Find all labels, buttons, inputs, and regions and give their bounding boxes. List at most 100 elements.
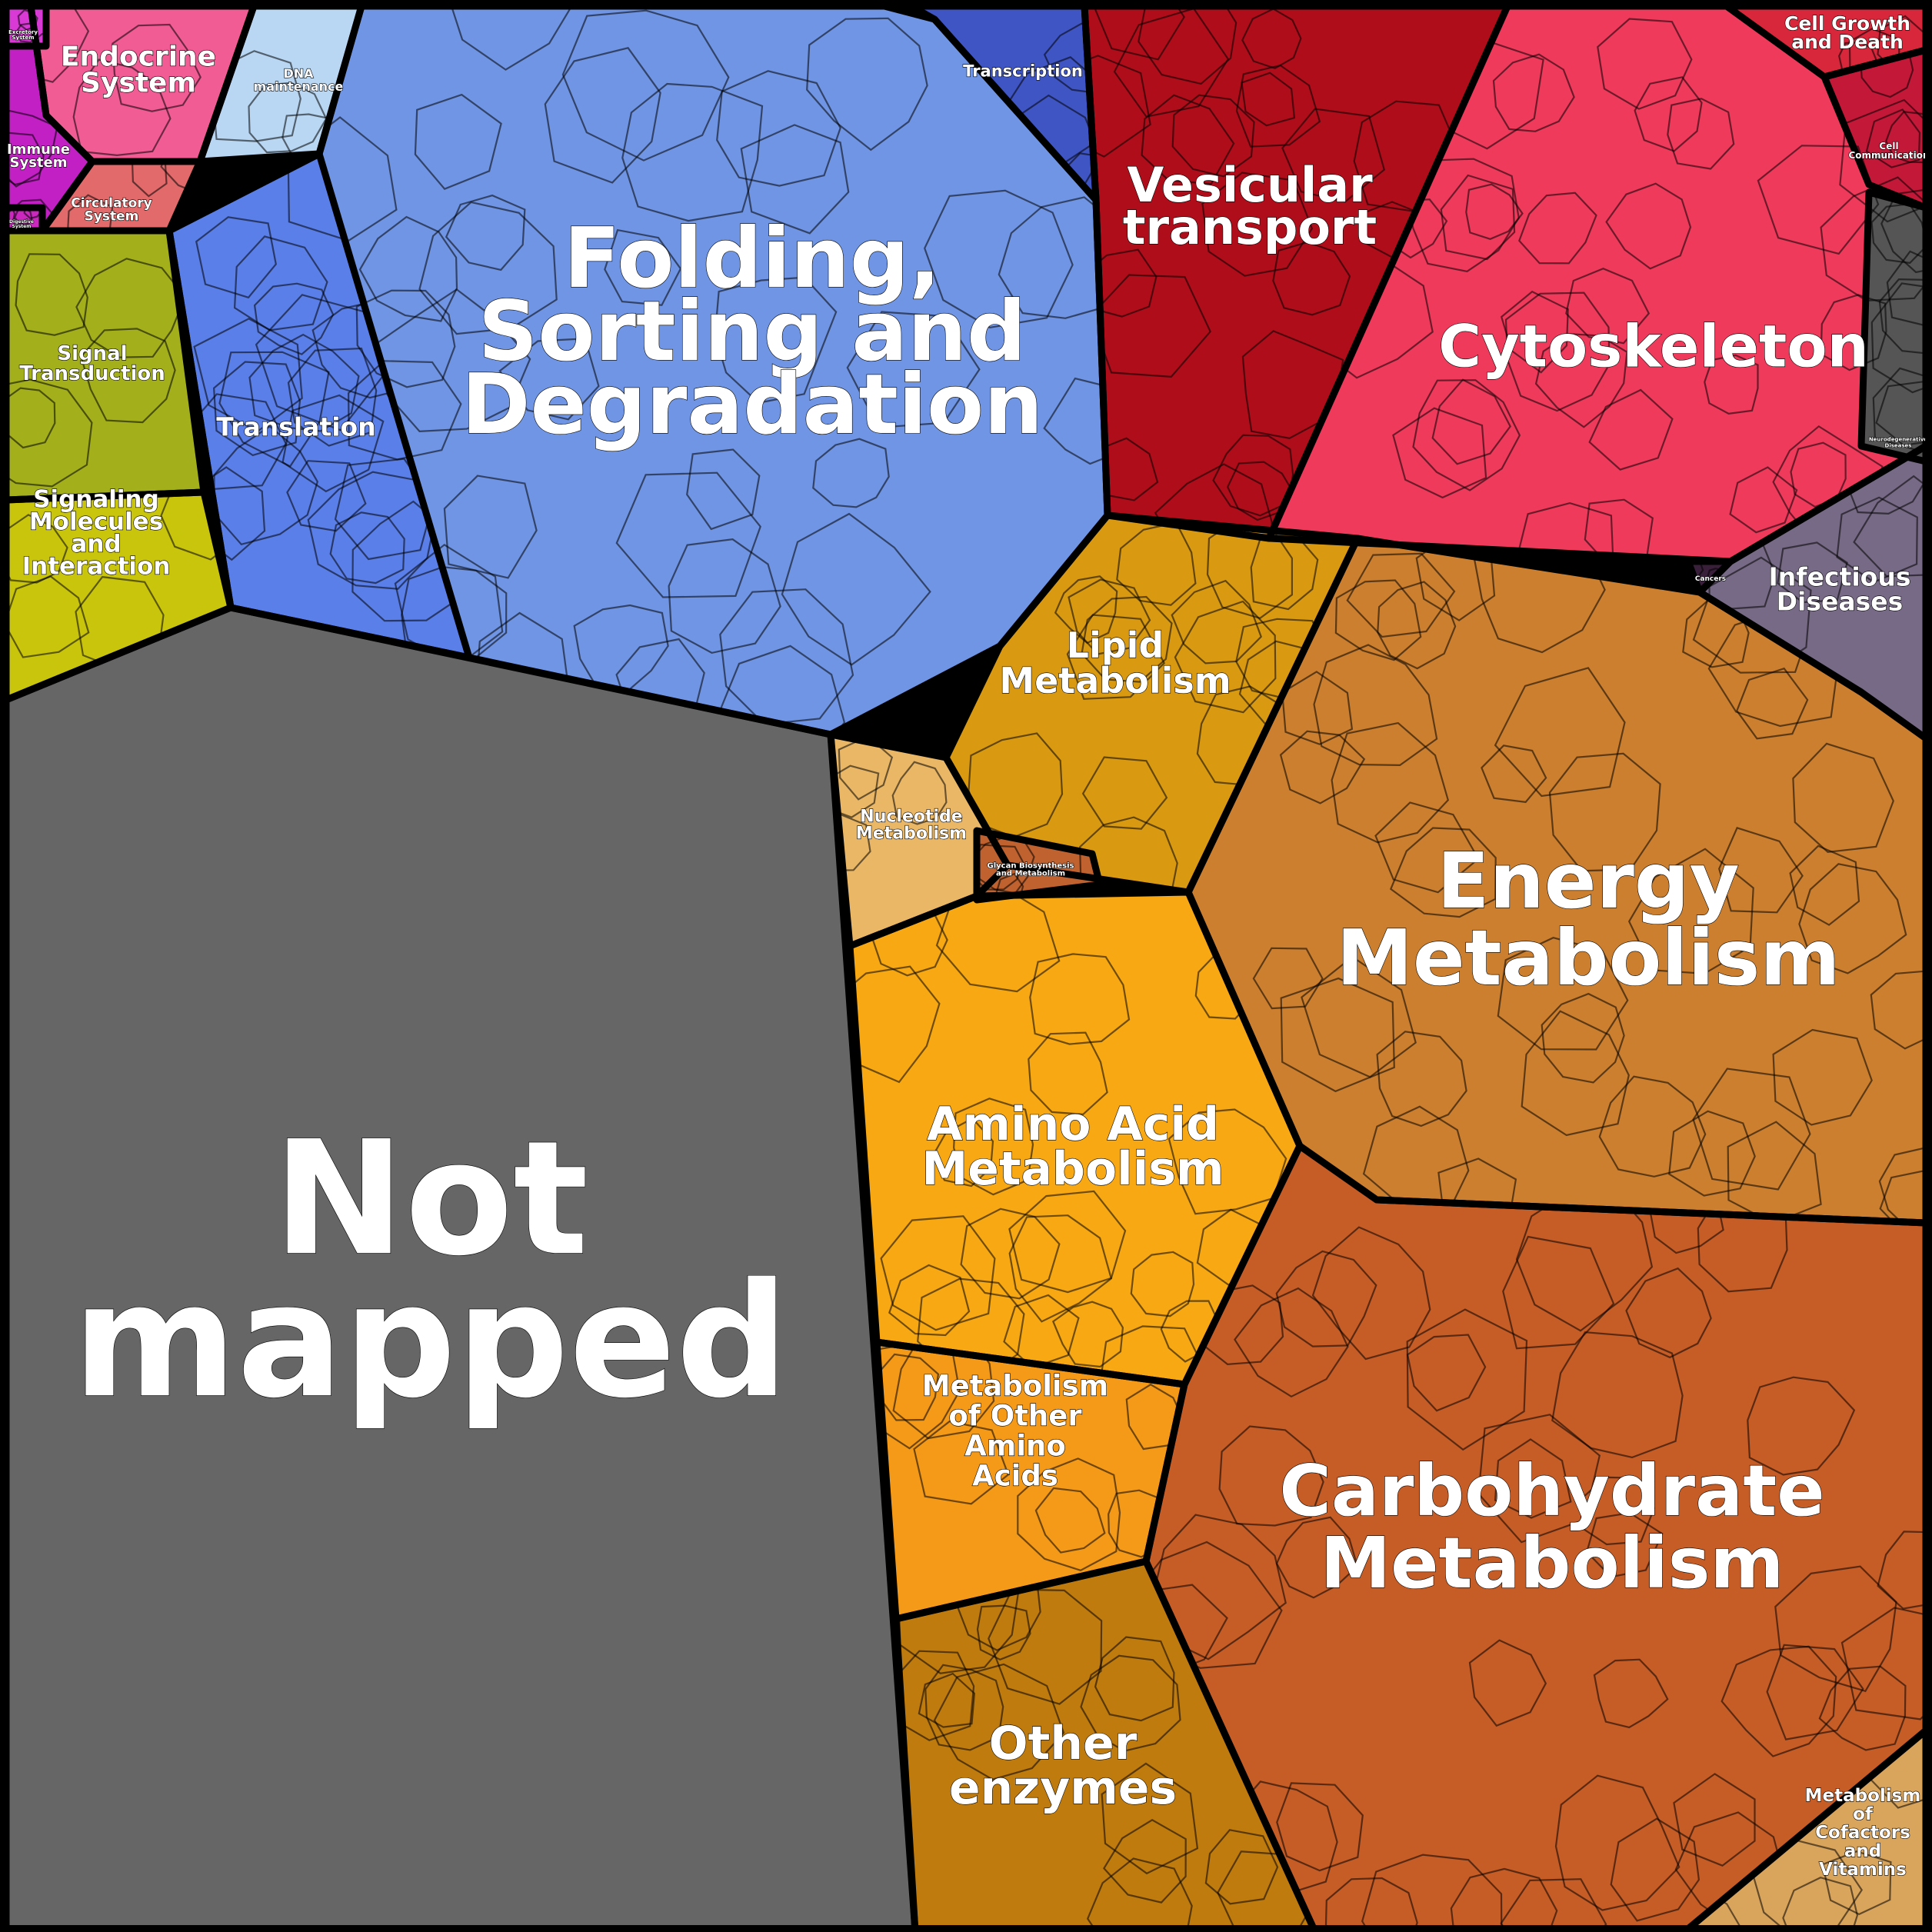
label-line: Vitamins xyxy=(1819,1860,1907,1880)
label-line: Diseases xyxy=(1777,587,1904,617)
subcell xyxy=(1551,1331,1684,1459)
subcell xyxy=(1821,1850,1892,1916)
subcell xyxy=(1154,463,1276,538)
subcell xyxy=(131,162,168,198)
subcell xyxy=(604,228,682,306)
subcell xyxy=(1279,730,1366,804)
subcell xyxy=(1377,581,1457,670)
cell-signaling xyxy=(6,492,231,700)
subcell xyxy=(924,189,1074,329)
subcell xyxy=(1034,1487,1106,1554)
subcell xyxy=(716,70,841,187)
subcell xyxy=(1492,53,1575,132)
subcell xyxy=(1068,578,1151,655)
label-line: and xyxy=(1844,1841,1881,1861)
subcell xyxy=(372,288,531,433)
label-cancers: Cancers xyxy=(1695,575,1726,583)
label-line: Transcription xyxy=(963,62,1083,80)
subcell xyxy=(838,735,894,801)
subcell xyxy=(561,9,730,162)
subcell xyxy=(347,360,462,461)
subcell xyxy=(6,378,93,488)
label-line: Metabolism xyxy=(999,660,1231,701)
label-line: Signal xyxy=(57,342,127,365)
subcell xyxy=(1404,158,1520,273)
subcell xyxy=(212,361,301,457)
label-lipid: Lipid Metabolism xyxy=(999,625,1231,701)
label-line: DNA xyxy=(283,66,314,81)
subcell xyxy=(740,124,850,235)
subcell xyxy=(1500,290,1569,374)
label-signal: Signal Transduction xyxy=(19,342,165,385)
label-dna: DNA maintenance xyxy=(254,66,344,94)
label-line: and xyxy=(71,530,121,558)
label-line: Transduction xyxy=(19,362,165,385)
subcell xyxy=(686,448,761,531)
subcell xyxy=(218,351,330,468)
subcell xyxy=(444,6,578,71)
subcell xyxy=(1103,1819,1187,1904)
subcell xyxy=(1473,538,1606,654)
label-line: Nucleotide xyxy=(860,808,962,827)
subcell xyxy=(1334,579,1422,661)
subcell xyxy=(1477,1414,1601,1544)
cell-cell-comm xyxy=(1824,50,1926,208)
subcell xyxy=(414,93,502,191)
subcell xyxy=(1798,863,1907,974)
subcell xyxy=(15,253,88,336)
subcell xyxy=(1171,579,1262,665)
subcells-energy xyxy=(1252,538,1926,1223)
label-neuro: Neurodegenerative Diseases xyxy=(1869,437,1928,449)
subcell xyxy=(35,32,46,46)
subcell xyxy=(1331,721,1450,844)
subcell xyxy=(1818,1665,1907,1751)
label-other-enzymes: Other enzymes xyxy=(949,1717,1177,1815)
subcell xyxy=(1171,94,1255,178)
label-line: Cytoskeleton xyxy=(1438,312,1868,381)
subcell xyxy=(831,814,871,872)
subcell xyxy=(355,289,456,388)
label-line: Circulatory xyxy=(71,195,152,211)
subcell xyxy=(1080,1654,1181,1752)
label-line: enzymes xyxy=(949,1761,1177,1815)
label-other-amino: Metabolism of Other Amino Acids xyxy=(922,1370,1108,1493)
subcell xyxy=(6,132,45,186)
label-line: Neurodegenerative xyxy=(1869,437,1928,443)
subcell xyxy=(1275,1250,1377,1347)
subcell xyxy=(1886,250,1926,327)
label-line: Metabolism xyxy=(1805,1786,1921,1806)
subcell xyxy=(1598,1075,1707,1178)
subcell xyxy=(1879,1170,1926,1223)
subcell xyxy=(1090,274,1211,378)
label-line: Digestive xyxy=(9,219,34,225)
subcell xyxy=(1704,354,1759,415)
label-line: Translation xyxy=(216,412,375,442)
subcell xyxy=(1789,844,1860,926)
subcell xyxy=(1870,970,1926,1050)
label-line: Signaling xyxy=(33,485,159,513)
subcell xyxy=(1218,1425,1324,1527)
subcell xyxy=(1051,1301,1124,1368)
label-line: of Other xyxy=(948,1400,1082,1433)
subcell xyxy=(1389,827,1497,918)
subcell xyxy=(1777,541,1848,604)
subcell xyxy=(1008,1190,1127,1294)
subcells-other-enzymes xyxy=(896,1561,1315,1932)
label-line: Not xyxy=(273,1108,588,1291)
subcell xyxy=(719,588,854,725)
subcell xyxy=(1747,1376,1856,1476)
label-transcription: Transcription xyxy=(963,62,1083,80)
subcell xyxy=(615,471,761,598)
subcell xyxy=(1610,1817,1700,1922)
label-line: Energy xyxy=(1437,836,1739,926)
cell-border-other-enzymes xyxy=(892,1557,1319,1932)
subcell xyxy=(891,761,948,825)
label-line: Degradation xyxy=(461,357,1043,453)
cell-not-mapped xyxy=(6,608,915,1932)
label-line: Metabolism xyxy=(1336,913,1840,1003)
subcell xyxy=(17,8,38,31)
label-amino: Amino Acid Metabolism xyxy=(921,1098,1224,1196)
cell-vesicular xyxy=(1084,6,1507,538)
subcell xyxy=(1028,1031,1108,1116)
subcell xyxy=(1235,64,1321,148)
